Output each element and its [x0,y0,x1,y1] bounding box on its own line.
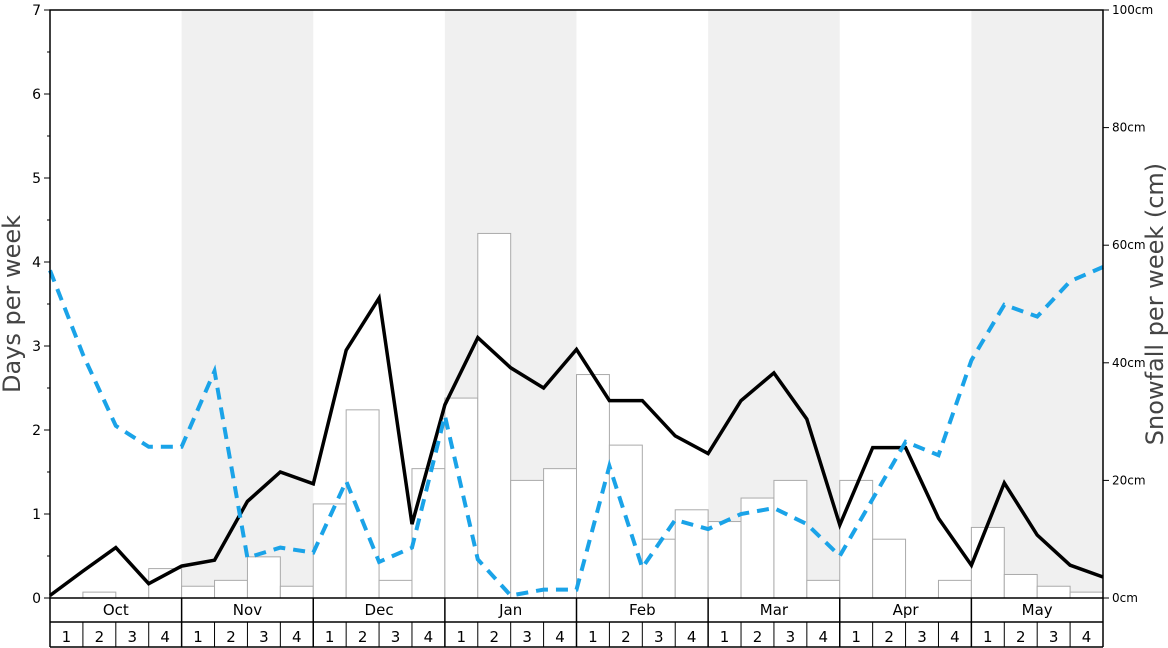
week-label: 3 [127,628,137,646]
month-label-apr: Apr [893,601,920,619]
y2-tick-label-0: 0cm [1112,591,1138,605]
month-label-may: May [1022,601,1053,619]
y-tick-label-7: 7 [32,3,41,19]
week-label: 4 [292,628,302,646]
week-label: 2 [753,628,763,646]
y-tick-label-6: 6 [32,87,41,103]
snowfall-bar-9 [312,503,347,599]
week-label: 3 [1049,628,1059,646]
week-label: 4 [424,628,434,646]
snowfall-bar-10 [345,409,380,599]
week-label: 4 [1082,628,1092,646]
snowfall-bar-8 [279,585,314,599]
snowfall-bar-25 [839,479,874,599]
month-label-nov: Nov [233,601,262,619]
week-label: 1 [851,628,861,646]
week-label: 3 [391,628,401,646]
week-label: 2 [884,628,894,646]
snowfall-bar-32 [1069,591,1104,599]
snowfall-bar-28 [937,579,972,599]
dashed-day-line [48,265,1104,598]
week-label: 1 [62,628,72,646]
snowfall-bar-5 [181,585,216,599]
y-tick-label-5: 5 [32,171,41,187]
y-axis-title: Days per week [0,215,26,393]
week-label: 2 [621,628,631,646]
y2-tick-label-40: 40cm [1112,356,1146,370]
week-label: 4 [950,628,960,646]
week-label: 3 [654,628,664,646]
week-label: 4 [819,628,829,646]
y2-tick-label-100: 100cm [1112,3,1153,17]
snowfall-bar-13 [444,397,479,599]
week-label: 2 [95,628,105,646]
snowfall-bar-23 [773,479,808,599]
y-tick-label-2: 2 [32,423,41,439]
week-label: 4 [160,628,170,646]
month-shade-nov [181,10,314,598]
week-label: 1 [588,628,598,646]
y-tick-label-3: 3 [32,339,41,355]
week-label: 1 [983,628,993,646]
week-label: 1 [457,628,467,646]
week-label: 1 [325,628,335,646]
month-label-jan: Jan [498,601,522,619]
y2-axis-title: Snowfall per week (cm) [1141,163,1168,445]
x-axis: Oct 1 2 3 4 Nov 1 2 3 4 Dec 1 2 3 4 Jan 1 2 3 4 Feb 1 2 3 4 Mar 1 2… [49,598,1104,648]
y-tick-label-4: 4 [32,255,41,271]
week-label: 3 [259,628,269,646]
snowfall-bar-2 [82,591,117,599]
snowfall-bar-24 [806,579,841,599]
snowfall-bar-16 [543,468,577,599]
month-label-dec: Dec [365,601,394,619]
week-label: 3 [917,628,927,646]
snowfall-bar-30 [1003,573,1038,599]
week-label: 2 [489,628,499,646]
snowfall-bar-31 [1036,585,1071,599]
snowfall-bar-26 [872,538,907,599]
month-label-oct: Oct [103,601,129,619]
week-label: 4 [555,628,565,646]
y2-tick-label-80: 80cm [1112,121,1146,135]
snowfall-bar-29 [970,526,1005,599]
month-label-mar: Mar [760,601,789,619]
month-shade-may [971,10,1103,598]
week-label: 1 [720,628,730,646]
week-label: 2 [1016,628,1026,646]
snowfall-bar-14 [477,232,512,599]
snowfall-bar-6 [214,579,248,599]
month-label-feb: Feb [629,601,656,619]
snowfall-bars [82,232,1104,599]
week-label: 4 [687,628,697,646]
left-axis: 0 1 2 3 4 5 6 7 [32,3,50,607]
snowfall-bar-15 [510,479,545,599]
week-label: 3 [522,628,532,646]
y-tick-label-1: 1 [32,507,41,523]
right-axis: 0cm 20cm 40cm 60cm 80cm 100cm [1103,3,1153,605]
week-label: 1 [193,628,203,646]
solid-day-line [48,293,1104,597]
snowfall-bar-11 [378,579,413,599]
y-tick-label-0: 0 [32,591,41,607]
day-lines [48,265,1104,598]
y2-tick-label-20: 20cm [1112,473,1146,487]
snowfall-bar-7 [246,556,281,599]
week-label: 3 [786,628,796,646]
y2-tick-label-60: 60cm [1112,238,1146,252]
snowfall-bar-21 [707,521,742,599]
week-label: 2 [226,628,236,646]
week-label: 2 [358,628,368,646]
snowfall-bar-19 [641,538,676,599]
